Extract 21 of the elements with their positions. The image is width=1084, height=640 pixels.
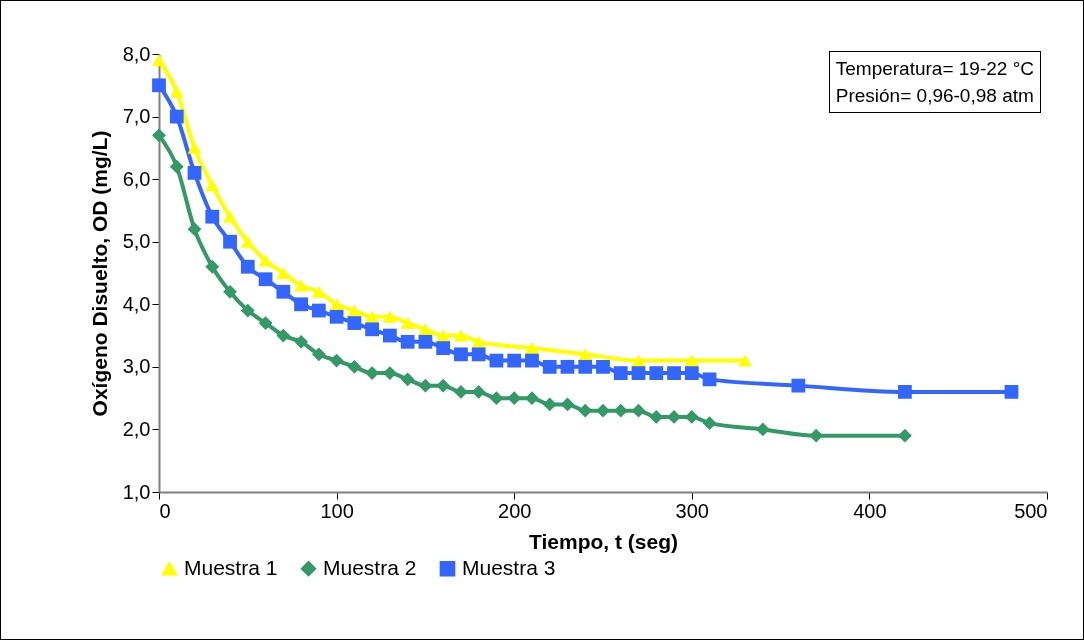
x-tick-label: 500: [1014, 499, 1048, 522]
y-tick-label: 4,0: [122, 292, 151, 315]
x-tick-label: 400: [853, 499, 887, 522]
x-tick-label: 0: [159, 499, 171, 522]
y-tick-label: 1,0: [122, 480, 151, 503]
y-tick-label: 8,0: [122, 42, 151, 65]
x-tick-label: 300: [675, 499, 709, 522]
y-tick-label: 7,0: [122, 105, 151, 128]
x-tick-label: 100: [320, 499, 354, 522]
legend-label: Muestra 1: [184, 555, 278, 579]
y-tick-label: 2,0: [122, 417, 151, 440]
annotation: Presión= 0,96-0,98 atm: [835, 84, 1034, 108]
y-tick-label: 5,0: [122, 230, 151, 253]
legend-label: Muestra 3: [462, 555, 556, 579]
annotation: Temperatura= 19-22 °C: [835, 57, 1034, 81]
x-axis-title: Tiempo, t (seg): [529, 529, 678, 553]
y-tick-label: 3,0: [122, 355, 151, 378]
legend-label: Muestra 2: [323, 555, 417, 579]
y-axis-title: Oxígeno Disuelto, OD (mg/L): [87, 130, 111, 417]
x-tick-label: 200: [498, 499, 532, 522]
y-tick-label: 6,0: [122, 167, 151, 190]
